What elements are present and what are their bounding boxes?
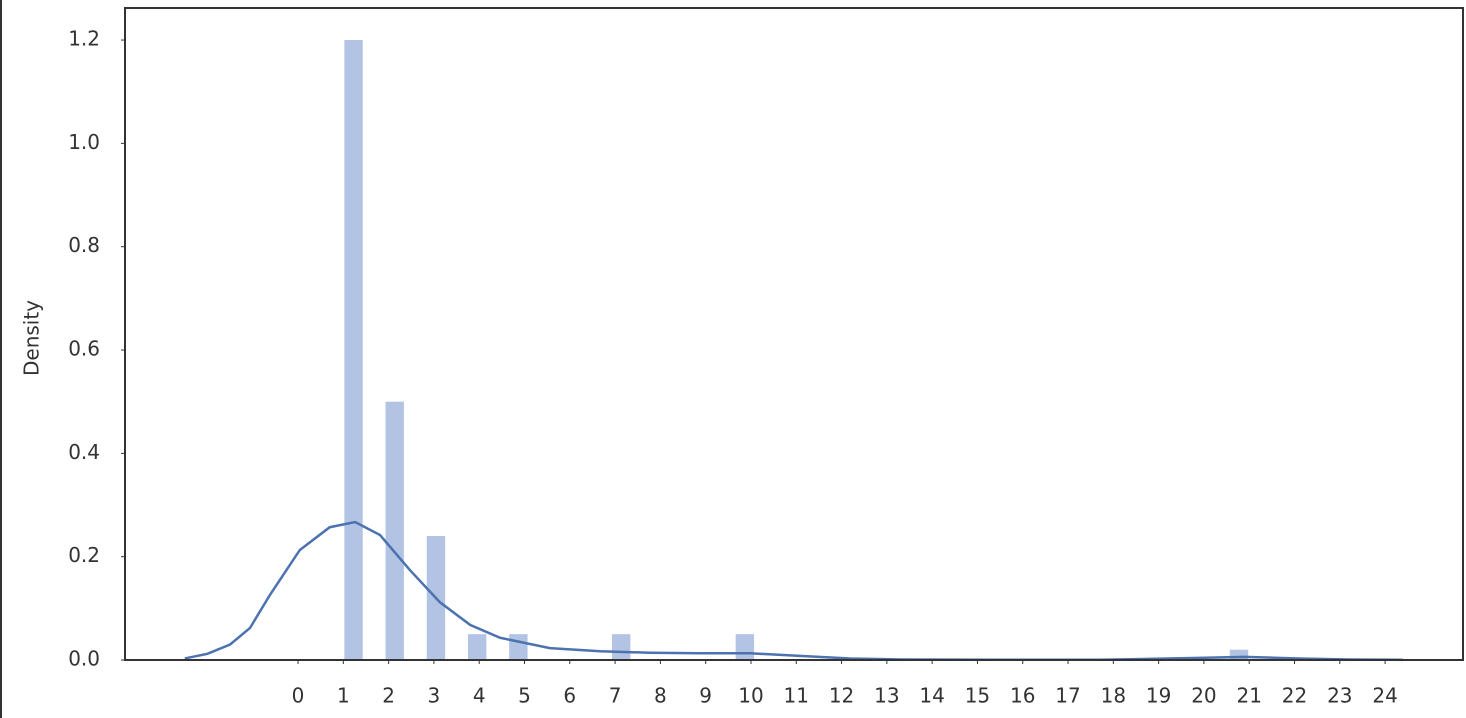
x-tick-label: 7	[609, 684, 622, 708]
x-tick-label: 16	[1010, 684, 1035, 708]
bar	[467, 634, 487, 660]
x-tick-label: 13	[874, 684, 899, 708]
bar	[509, 634, 528, 660]
y-tick-label: 1.0	[68, 130, 100, 154]
x-tick-label: 2	[382, 684, 395, 708]
x-tick-label: 6	[563, 684, 576, 708]
x-tick-label: 24	[1372, 684, 1397, 708]
x-tick-label: 10	[738, 684, 763, 708]
x-tick-label: 0	[292, 684, 305, 708]
x-tick-label: 18	[1101, 684, 1126, 708]
x-tick-label: 17	[1055, 684, 1080, 708]
bar	[612, 634, 631, 660]
y-tick-label: 0.6	[68, 337, 100, 361]
bar	[344, 40, 363, 661]
x-tick-label: 1	[337, 684, 350, 708]
y-tick-label: 0.8	[68, 233, 100, 257]
x-tick-label: 20	[1191, 684, 1216, 708]
plot-frame	[124, 7, 1464, 661]
y-tick-label: 0.4	[68, 440, 100, 464]
x-tick-label: 12	[829, 684, 854, 708]
y-tick-label: 0.0	[68, 647, 100, 671]
x-tick-label: 5	[518, 684, 531, 708]
x-tick-label: 11	[784, 684, 809, 708]
x-tick-label: 21	[1236, 684, 1261, 708]
y-tick-label: 0.2	[68, 543, 100, 567]
y-axis-label: Density	[20, 300, 44, 376]
bar	[385, 401, 404, 660]
y-tick-label: 1.2	[68, 27, 100, 51]
x-tick-label: 4	[473, 684, 486, 708]
bar	[1229, 649, 1249, 660]
x-tick-label: 22	[1282, 684, 1307, 708]
x-tick-label: 3	[428, 684, 441, 708]
x-tick-label: 9	[699, 684, 712, 708]
x-tick-label: 14	[919, 684, 944, 708]
x-tick-label: 8	[654, 684, 667, 708]
x-tick-label: 15	[965, 684, 990, 708]
x-tick-label: 19	[1146, 684, 1171, 708]
kde-line	[184, 520, 1404, 662]
bar	[735, 634, 755, 660]
x-tick-label: 23	[1327, 684, 1352, 708]
